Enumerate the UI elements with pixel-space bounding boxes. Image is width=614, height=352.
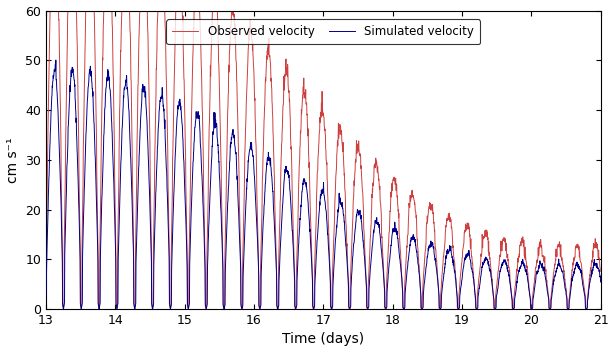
- Observed velocity: [424, 220, 431, 224]
- Simulated velocity: [131, 304, 139, 308]
- Simulated velocity: [90, 99, 97, 103]
- Simulated velocity: [424, 252, 432, 257]
- Observed velocity: [480, 236, 488, 240]
- Observed velocity: [47, 8, 55, 13]
- Observed velocity: [131, 303, 139, 307]
- Legend: Observed velocity, Simulated velocity: Observed velocity, Simulated velocity: [166, 19, 480, 44]
- Line: Observed velocity: Observed velocity: [46, 11, 600, 309]
- Simulated velocity: [364, 307, 371, 311]
- Observed velocity: [42, 273, 50, 277]
- X-axis label: Time (days): Time (days): [282, 332, 364, 346]
- Simulated velocity: [317, 188, 325, 192]
- Observed velocity: [223, 127, 231, 132]
- Observed velocity: [317, 101, 325, 105]
- Observed velocity: [90, 8, 97, 13]
- Simulated velocity: [481, 259, 488, 263]
- Line: Simulated velocity: Simulated velocity: [46, 60, 600, 309]
- Observed velocity: [597, 269, 604, 274]
- Simulated velocity: [597, 280, 604, 284]
- Simulated velocity: [52, 58, 60, 62]
- Y-axis label: cm s⁻¹: cm s⁻¹: [6, 137, 20, 183]
- Simulated velocity: [223, 208, 231, 212]
- Simulated velocity: [42, 294, 50, 298]
- Observed velocity: [564, 307, 572, 311]
